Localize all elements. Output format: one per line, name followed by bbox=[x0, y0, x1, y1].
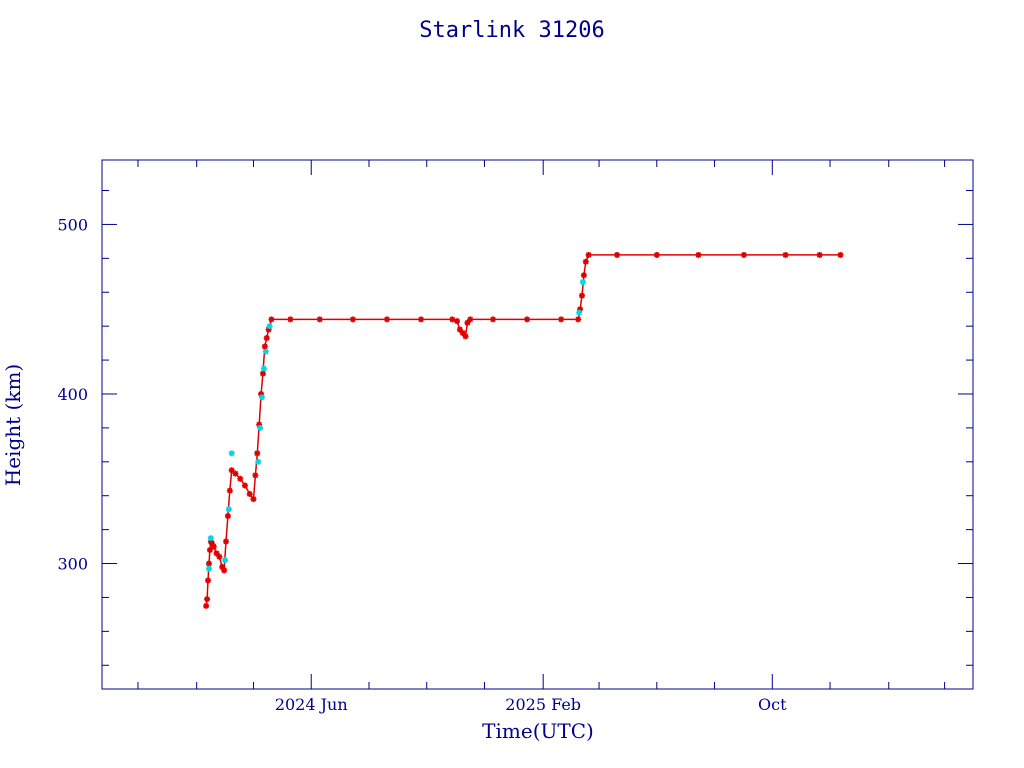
data-point bbox=[258, 390, 265, 397]
data-point bbox=[259, 370, 266, 377]
x-tick-label: 2025 Feb bbox=[505, 695, 581, 714]
data-point bbox=[256, 421, 263, 428]
data-point bbox=[255, 458, 262, 465]
data-point bbox=[695, 251, 702, 258]
data-point bbox=[837, 251, 844, 258]
data-point bbox=[258, 394, 265, 401]
series-alt bbox=[205, 279, 586, 572]
x-tick-label: 2024 Jun bbox=[275, 695, 348, 714]
data-point bbox=[221, 567, 228, 574]
data-point bbox=[228, 467, 235, 474]
plot-frame bbox=[101, 159, 974, 690]
tick-labels: 300 400 500 2024 Jun 2025 Feb Oct bbox=[57, 215, 787, 714]
data-point bbox=[241, 482, 248, 489]
data-point bbox=[205, 565, 212, 572]
data-point bbox=[266, 323, 273, 330]
x-axis-label: Time(UTC) bbox=[482, 719, 594, 743]
y-tick-label: 500 bbox=[57, 215, 88, 234]
data-point bbox=[261, 343, 268, 350]
chart-title: Starlink 31206 bbox=[419, 18, 604, 43]
data-point bbox=[204, 596, 211, 603]
data-point bbox=[224, 513, 231, 520]
data-point bbox=[268, 316, 275, 323]
data-point bbox=[464, 319, 471, 326]
data-point bbox=[577, 306, 584, 313]
data-point bbox=[263, 335, 270, 342]
data-point bbox=[260, 365, 267, 372]
data-point bbox=[418, 316, 425, 323]
data-point bbox=[580, 272, 587, 279]
data-point bbox=[250, 496, 257, 503]
data-point bbox=[265, 326, 272, 333]
data-point bbox=[252, 472, 259, 479]
data-point bbox=[205, 577, 212, 584]
axis-ticks bbox=[102, 160, 973, 689]
data-point bbox=[578, 292, 585, 299]
y-tick-label: 400 bbox=[57, 385, 88, 404]
data-point bbox=[208, 540, 215, 547]
data-point bbox=[558, 316, 565, 323]
data-point bbox=[467, 316, 474, 323]
data-point bbox=[614, 251, 621, 258]
data-point bbox=[582, 258, 589, 265]
data-point bbox=[219, 563, 226, 570]
data-point bbox=[210, 543, 217, 550]
data-point bbox=[456, 326, 463, 333]
data-point bbox=[216, 553, 223, 560]
data-point bbox=[226, 487, 233, 494]
data-point bbox=[459, 329, 466, 336]
data-point bbox=[287, 316, 294, 323]
data-point bbox=[225, 506, 232, 513]
data-point bbox=[579, 279, 586, 286]
data-point bbox=[816, 251, 823, 258]
data-point bbox=[213, 550, 220, 557]
data-point bbox=[782, 251, 789, 258]
data-point bbox=[237, 475, 244, 482]
data-point bbox=[262, 348, 269, 355]
data-point bbox=[462, 333, 469, 340]
data-point bbox=[207, 535, 214, 542]
data-series bbox=[203, 251, 844, 609]
data-point bbox=[205, 560, 212, 567]
data-point bbox=[585, 251, 592, 258]
data-point bbox=[246, 491, 253, 498]
series-line bbox=[205, 254, 841, 607]
data-point bbox=[223, 538, 230, 545]
data-point bbox=[232, 470, 239, 477]
data-point bbox=[383, 316, 390, 323]
data-point bbox=[228, 450, 235, 457]
data-point bbox=[524, 316, 531, 323]
data-point bbox=[575, 316, 582, 323]
data-point bbox=[653, 251, 660, 258]
x-tick-label: Oct bbox=[758, 695, 787, 714]
data-point bbox=[490, 316, 497, 323]
y-tick-label: 300 bbox=[57, 555, 88, 574]
data-point bbox=[257, 424, 264, 431]
data-point bbox=[203, 602, 210, 609]
data-point bbox=[222, 557, 229, 564]
data-point bbox=[349, 316, 356, 323]
data-point bbox=[316, 316, 323, 323]
data-point bbox=[254, 450, 261, 457]
data-point bbox=[740, 251, 747, 258]
series-main bbox=[203, 251, 844, 609]
data-point bbox=[454, 318, 461, 325]
data-point bbox=[449, 316, 456, 323]
data-point bbox=[576, 309, 583, 316]
data-point bbox=[206, 546, 213, 553]
y-axis-label: Height (km) bbox=[1, 364, 25, 486]
